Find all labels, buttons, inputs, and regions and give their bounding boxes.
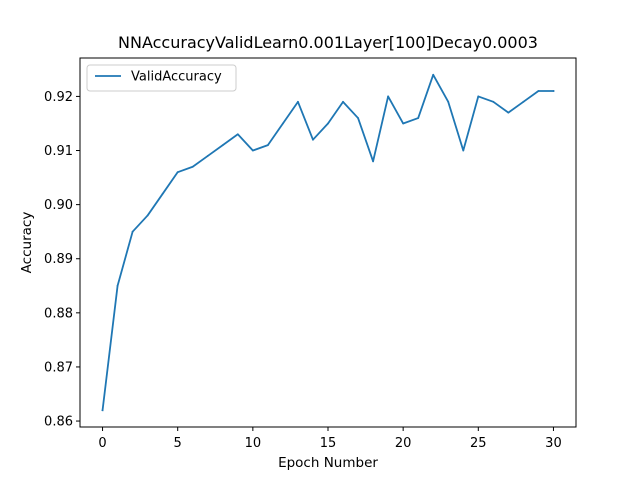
x-axis: 0 5 10 15 20 25 30 [98, 427, 562, 451]
legend: ValidAccuracy [86, 64, 237, 92]
data-point [492, 100, 495, 103]
data-point [447, 100, 450, 103]
data-point [161, 192, 164, 195]
y-tick-label: 0.91 [44, 144, 73, 159]
data-point [372, 160, 374, 163]
data-point [327, 122, 329, 125]
x-tick-label: 15 [320, 436, 337, 451]
data-point [312, 138, 314, 141]
data-point [417, 117, 420, 119]
data-point [402, 122, 405, 125]
data-point [342, 100, 344, 103]
y-tick-label: 0.89 [44, 252, 73, 267]
data-point [266, 144, 269, 147]
data-point [206, 155, 209, 157]
data-point [116, 284, 119, 287]
y-tick-label: 0.92 [44, 90, 73, 105]
data-point [537, 90, 540, 92]
data-point [251, 149, 254, 152]
data-point [522, 100, 525, 103]
x-tick-label: 10 [245, 436, 262, 451]
x-axis-label: Epoch Number [278, 455, 378, 471]
x-tick-label: 30 [545, 436, 562, 451]
data-point [432, 73, 435, 76]
plot-area [101, 73, 555, 412]
y-axis: 0.86 0.87 0.88 0.89 0.90 0.91 0.92 [44, 90, 80, 430]
y-axis-label: Accuracy [19, 212, 35, 274]
y-tick-label: 0.90 [44, 198, 73, 213]
data-point [101, 409, 104, 412]
data-point [552, 90, 555, 92]
data-point [507, 111, 510, 114]
data-point [477, 95, 480, 98]
y-tick-label: 0.88 [44, 306, 73, 321]
data-point [146, 214, 149, 217]
x-tick-label: 5 [174, 436, 182, 451]
axes-frame [79, 57, 577, 428]
data-point [236, 133, 239, 136]
chart-title: NNAccuracyValidLearn0.001Layer[100]Decay… [118, 33, 538, 52]
data-point [462, 149, 465, 152]
y-tick-label: 0.87 [44, 360, 73, 375]
legend-box [86, 64, 237, 92]
data-point [387, 95, 390, 98]
y-tick-label: 0.86 [44, 415, 73, 430]
data-point [176, 171, 179, 174]
data-point [297, 100, 299, 103]
series-line-validaccuracy [101, 73, 555, 412]
x-tick-label: 0 [98, 436, 106, 451]
data-point [221, 144, 224, 147]
data-point [191, 165, 194, 168]
data-point [282, 122, 284, 125]
legend-label-validaccuracy: ValidAccuracy [131, 70, 222, 85]
x-tick-label: 20 [395, 436, 412, 451]
x-tick-label: 25 [470, 436, 487, 451]
data-point [357, 117, 359, 119]
data-point [131, 230, 134, 233]
